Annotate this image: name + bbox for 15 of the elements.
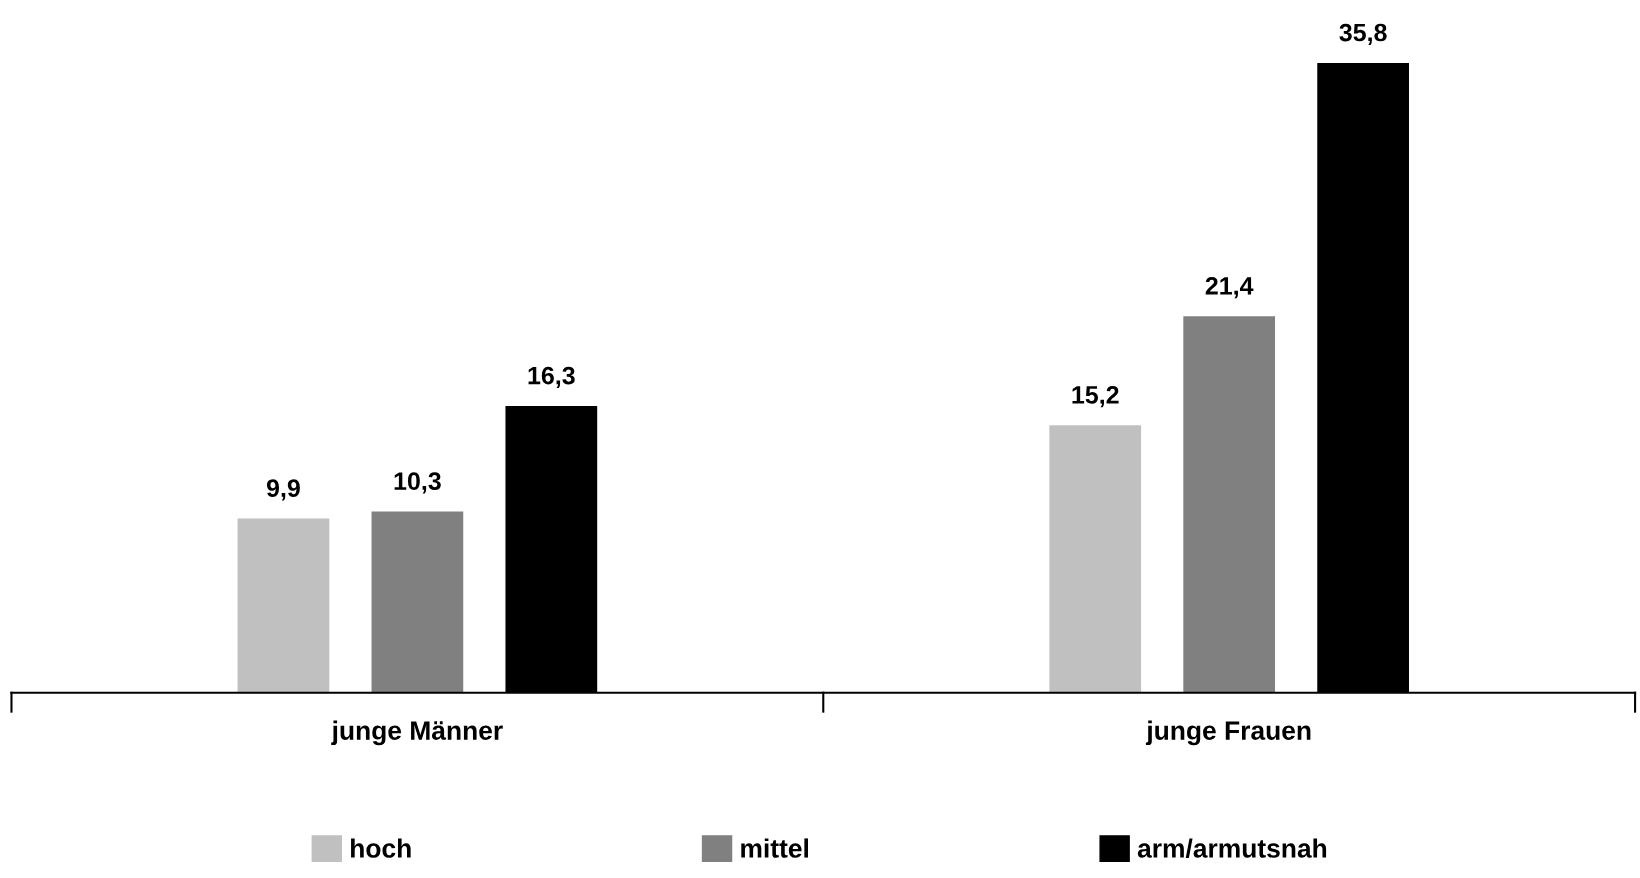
data-label: 35,8 [1339, 23, 1387, 45]
x-tick-label: junge Frauen [1145, 720, 1311, 746]
legend-label: arm/armutsnah [1137, 838, 1327, 859]
x-tick-label: junge Männer [331, 720, 503, 746]
bar [371, 511, 464, 693]
legend-label: hoch [351, 838, 411, 858]
data-label: 9,9 [266, 479, 300, 501]
data-label: 15,2 [1072, 386, 1119, 408]
legend-label: mittel [741, 838, 808, 858]
data-label: 21,4 [1205, 276, 1254, 299]
bar [237, 518, 330, 693]
data-label: 16,3 [528, 366, 575, 389]
bar [1049, 425, 1142, 693]
data-label: 10,3 [394, 472, 441, 494]
bar [1183, 316, 1276, 693]
